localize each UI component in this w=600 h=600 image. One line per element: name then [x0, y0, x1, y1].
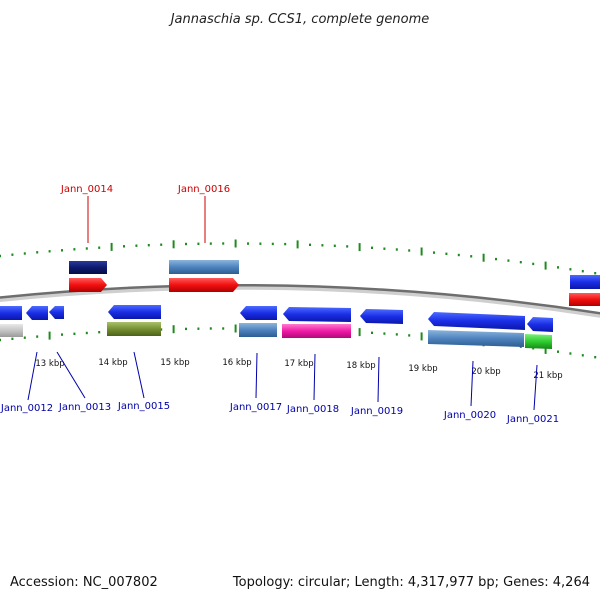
gene-arrow[interactable] [108, 305, 161, 319]
gene-arrow[interactable] [0, 306, 22, 320]
kbp-label: 14 kbp [98, 358, 127, 368]
gene-label[interactable]: Jann_0019 [350, 406, 403, 417]
label-leader-line [56, 351, 86, 399]
gene-label[interactable]: Jann_0015 [117, 401, 170, 412]
gene-arrow[interactable] [169, 278, 239, 292]
label-leader-line [377, 356, 380, 403]
label-leader-line [313, 353, 316, 401]
label-leader-line [133, 351, 145, 399]
gene-arrow[interactable] [283, 307, 351, 322]
kbp-label: 20 kbp [471, 367, 500, 377]
gene-feature[interactable] [525, 334, 552, 349]
gene-feature[interactable] [282, 324, 351, 338]
outer-tick-row [0, 239, 597, 275]
gene-arrow[interactable] [26, 306, 48, 320]
kbp-label: 17 kbp [284, 359, 313, 369]
gene-arrow[interactable] [360, 309, 403, 324]
kbp-label: 21 kbp [533, 371, 562, 381]
map-title: Jannaschia sp. CCS1, complete genome [168, 12, 430, 27]
accession-text: Accession: NC_007802 [10, 575, 158, 590]
genome-backbone [0, 284, 600, 318]
gene-feature[interactable] [0, 324, 23, 337]
label-leader-line [27, 351, 38, 401]
bottom-gene-labels: Jann_0012 Jann_0013 Jann_0015 Jann_0017 … [0, 351, 559, 425]
gene-arrow[interactable] [49, 306, 64, 319]
genome-summary-text: Topology: circular; Length: 4,317,977 bp… [232, 575, 590, 590]
gene-label[interactable]: Jann_0017 [229, 402, 282, 413]
kbp-label: 15 kbp [160, 358, 189, 368]
gene-feature[interactable] [428, 330, 524, 347]
gene-feature[interactable] [570, 275, 600, 289]
gene-label[interactable]: Jann_0014 [60, 184, 113, 195]
gene-label[interactable]: Jann_0018 [286, 404, 339, 415]
gene-arrow[interactable] [428, 312, 525, 330]
label-leader-line [533, 364, 538, 411]
gene-feature[interactable] [569, 293, 600, 306]
label-leader-line [470, 360, 474, 407]
gene-label[interactable]: Jann_0013 [58, 402, 111, 413]
kbp-label: 13 kbp [35, 359, 64, 369]
kbp-label: 16 kbp [222, 358, 251, 368]
gene-label[interactable]: Jann_0016 [177, 184, 230, 195]
gene-arrow[interactable] [240, 306, 277, 320]
gene-arrow[interactable] [69, 278, 107, 292]
gene-label[interactable]: Jann_0012 [0, 403, 53, 414]
gene-feature[interactable] [239, 323, 277, 337]
gene-feature[interactable] [69, 261, 107, 274]
gene-label[interactable]: Jann_0020 [443, 410, 496, 421]
gene-arrow[interactable] [527, 317, 553, 332]
gene-label[interactable]: Jann_0021 [506, 414, 559, 425]
kbp-label: 18 kbp [346, 361, 375, 371]
label-leader-line [255, 352, 258, 399]
gene-feature[interactable] [107, 322, 161, 336]
kbp-scale: 13 kbp 14 kbp 15 kbp 16 kbp 17 kbp 18 kb… [35, 358, 562, 381]
top-gene-labels: Jann_0014 Jann_0016 [60, 184, 230, 243]
kbp-label: 19 kbp [408, 364, 437, 374]
gene-feature[interactable] [169, 260, 239, 274]
